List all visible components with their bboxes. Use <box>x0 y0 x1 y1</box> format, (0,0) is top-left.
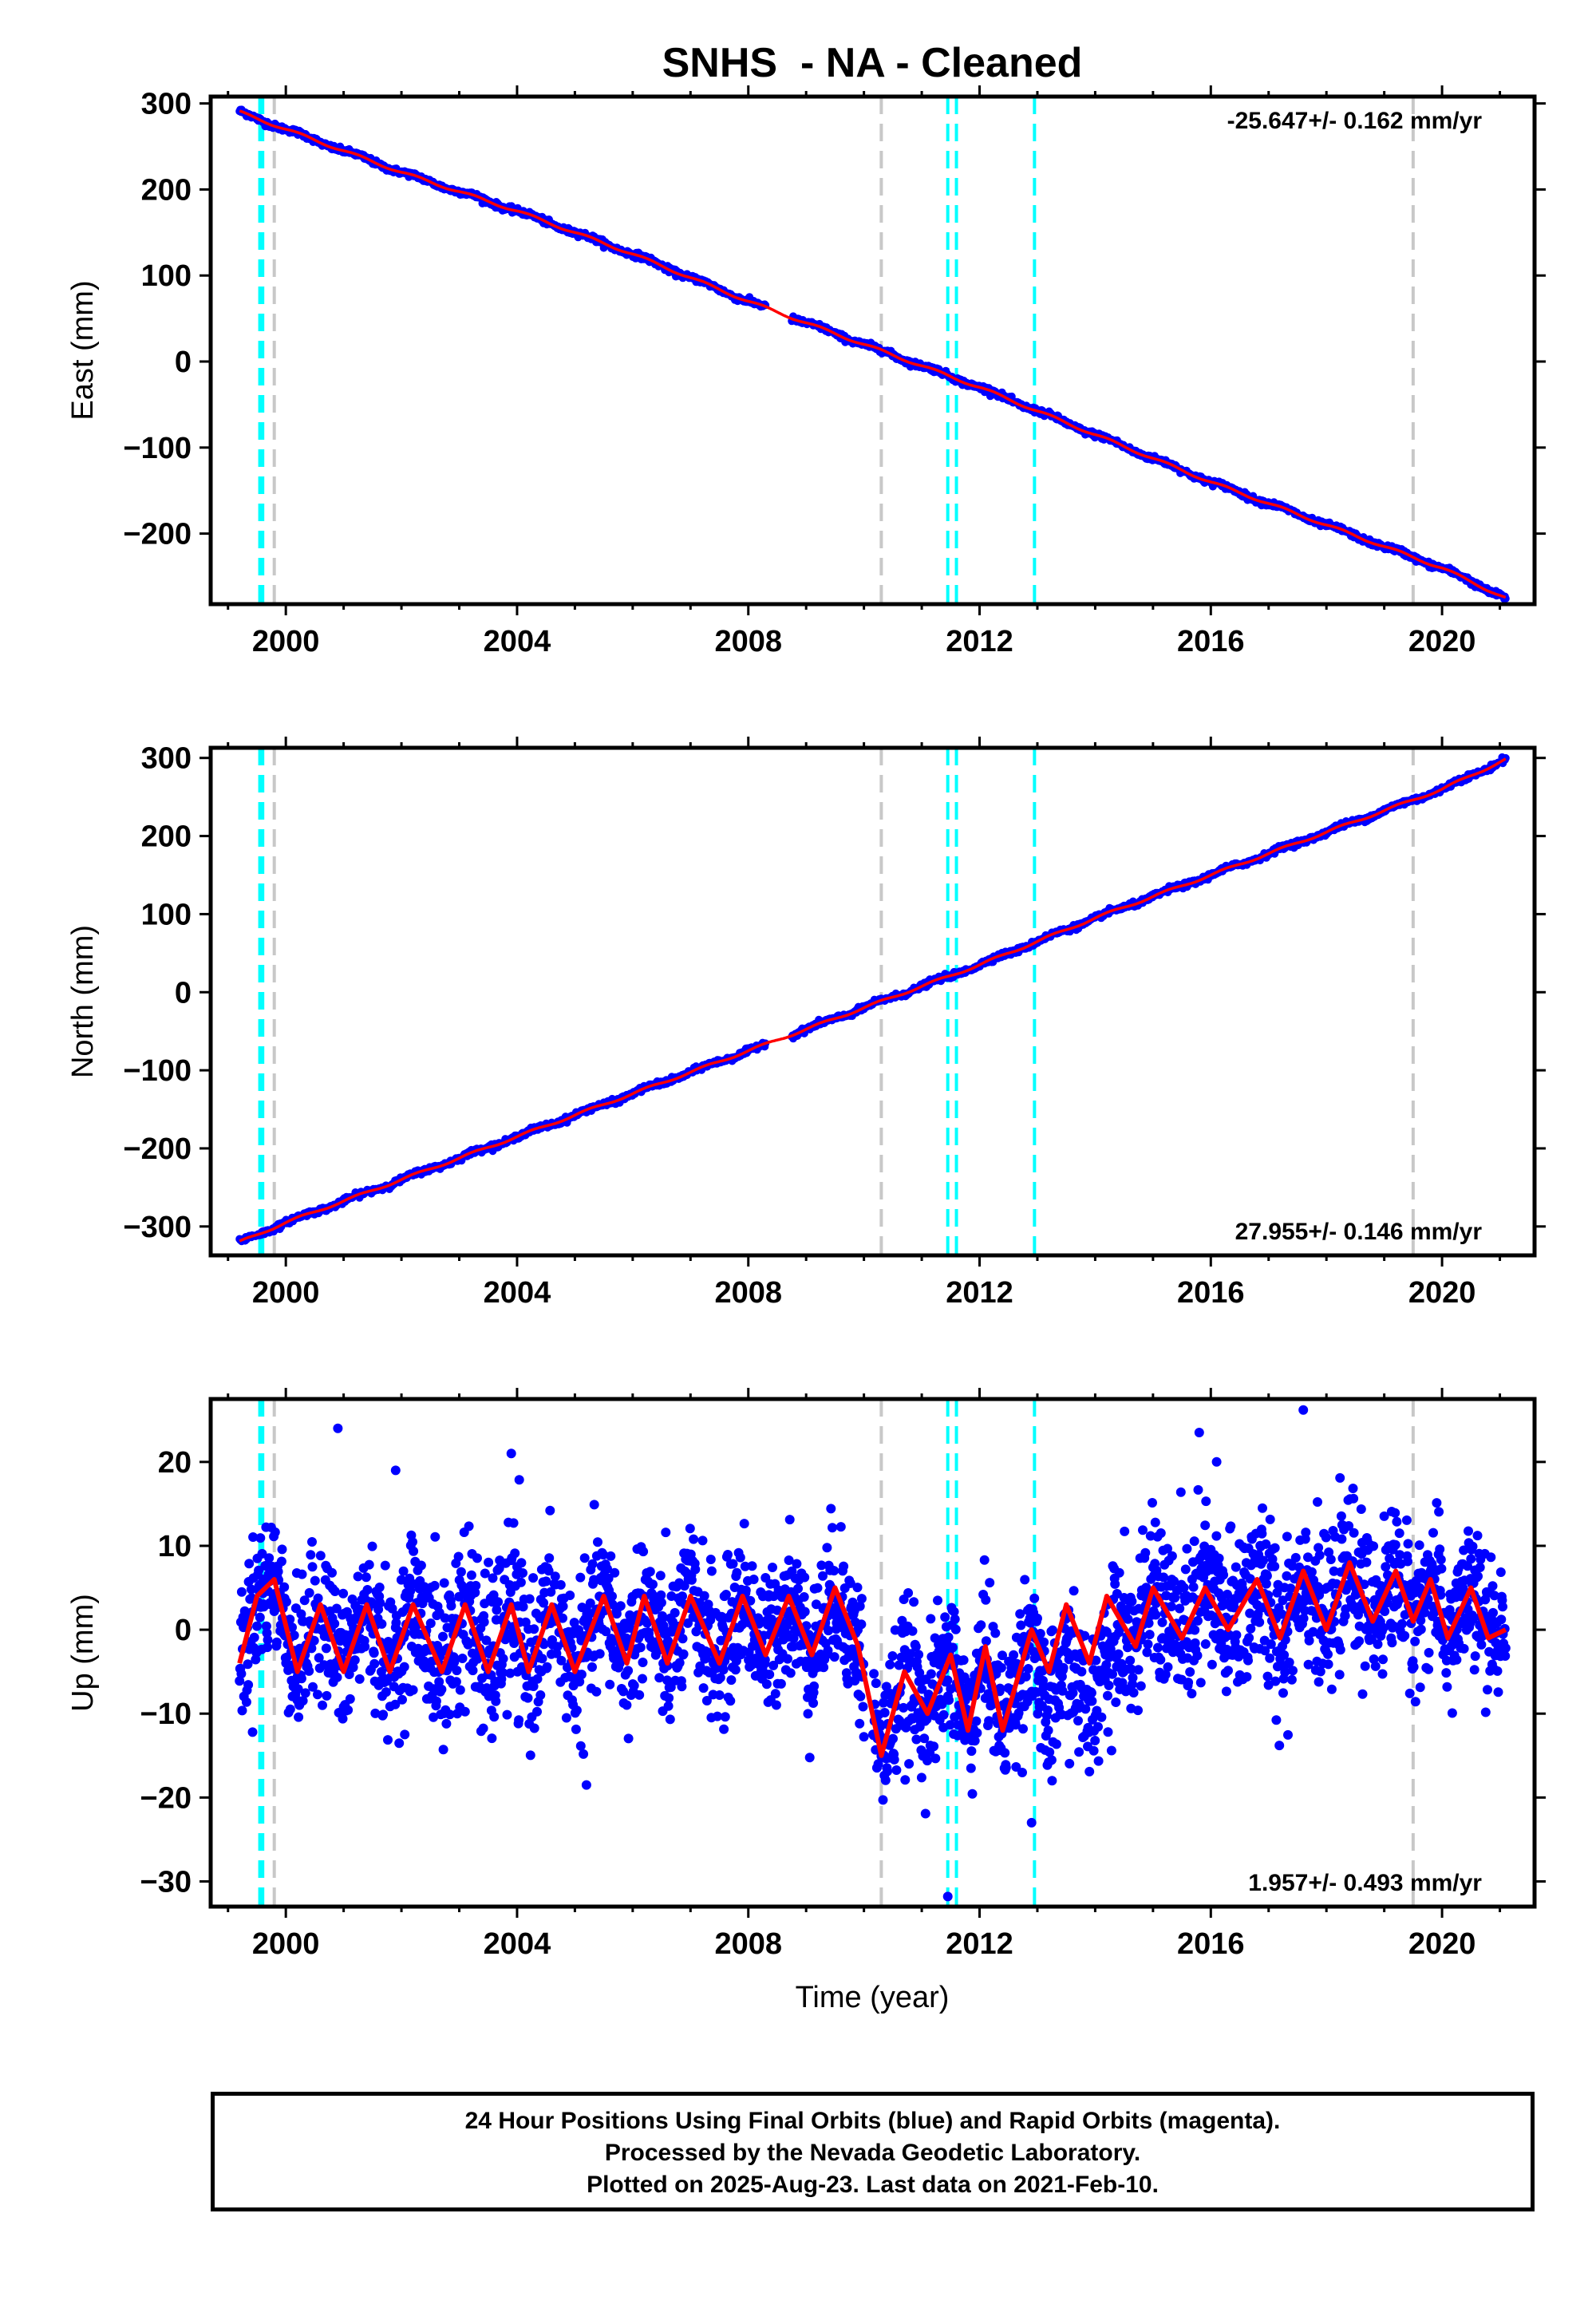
figure-title: SNHS - NA - Cleaned <box>662 40 1083 86</box>
x-tick-label: 2012 <box>946 625 1013 658</box>
east-plot-area <box>235 97 1510 604</box>
east-frame <box>208 94 1537 607</box>
position-points <box>235 1405 1511 1902</box>
footer-line-3: Plotted on 2025-Aug-23. Last data on 202… <box>587 2172 1159 2198</box>
x-axis-label: Time (year) <box>796 1981 950 2014</box>
x-tick-label: 2008 <box>714 625 782 658</box>
model-curve <box>239 757 1507 1243</box>
y-tick-label: −30 <box>140 1865 192 1899</box>
y-axis-label: North (mm) <box>66 925 100 1078</box>
y-tick-label: 20 <box>158 1446 192 1480</box>
x-tick-label: 2008 <box>714 1927 782 1961</box>
footer-line-2: Processed by the Nevada Geodetic Laborat… <box>604 2140 1141 2166</box>
y-tick-label: 0 <box>175 346 192 379</box>
up-plot-area <box>235 1399 1511 1907</box>
y-tick-label: 300 <box>141 88 192 121</box>
y-tick-label: 0 <box>175 976 192 1010</box>
processing-info-box: 24 Hour Positions Using Final Orbits (bl… <box>211 2092 1535 2211</box>
y-tick-label: −200 <box>123 518 192 551</box>
east-panel: 2000 2004 2008 2012 2016 2020 300 200 100 0 −100 −2… <box>66 85 1546 658</box>
x-tick-label: 2020 <box>1408 625 1476 658</box>
north-frame <box>208 745 1537 1258</box>
y-tick-label: −100 <box>123 432 192 465</box>
x-tick-label: 2012 <box>946 1927 1013 1961</box>
y-tick-label: −20 <box>140 1781 192 1815</box>
x-tick-label: 2020 <box>1408 1927 1476 1961</box>
y-tick-label: −10 <box>140 1697 192 1731</box>
rate-label: -25.647+/- 0.162 mm/yr <box>1227 108 1483 134</box>
x-tick-label: 2004 <box>484 625 551 658</box>
y-tick-label: 200 <box>141 820 192 854</box>
x-tick-label: 2016 <box>1177 1276 1245 1310</box>
y-tick-label: 100 <box>141 898 192 931</box>
y-tick-label: 200 <box>141 173 192 207</box>
y-tick-label: 10 <box>158 1530 192 1563</box>
y-tick-label: 0 <box>175 1614 192 1647</box>
y-tick-label: −100 <box>123 1054 192 1088</box>
x-tick-label: 2020 <box>1408 1276 1476 1310</box>
y-tick-label: −300 <box>123 1211 192 1244</box>
x-tick-label: 2008 <box>714 1276 782 1310</box>
x-tick-label: 2004 <box>484 1276 551 1310</box>
up-panel: 2000 2004 2008 2012 2016 202020100−10−20−30Up… <box>66 1388 1546 1961</box>
model-curve <box>237 1560 1507 1758</box>
y-axis-label: Up (mm) <box>66 1594 100 1712</box>
x-tick-label: 2004 <box>484 1927 551 1961</box>
x-tick-label: 2016 <box>1177 625 1245 658</box>
footer-line-1: 24 Hour Positions Using Final Orbits (bl… <box>464 2108 1281 2134</box>
x-tick-label: 2016 <box>1177 1927 1245 1961</box>
y-tick-label: −200 <box>123 1132 192 1166</box>
y-tick-label: 300 <box>141 742 192 776</box>
rate-label: 1.957+/- 0.493 mm/yr <box>1248 1870 1482 1896</box>
y-axis-label: East (mm) <box>66 280 100 420</box>
up-frame <box>208 1397 1537 1909</box>
north-panel: 2000 2004 2008 2012 2016 2020 300 200 100 0 −100 −2… <box>66 737 1546 1310</box>
model-curve <box>239 109 1507 599</box>
x-tick-label: 2000 <box>252 1927 320 1961</box>
x-tick-label: 2012 <box>946 1276 1013 1310</box>
rate-label: 27.955+/- 0.146 mm/yr <box>1235 1219 1483 1245</box>
y-tick-label: 100 <box>141 259 192 293</box>
x-tick-label: 2000 <box>252 1276 320 1310</box>
x-tick-label: 2000 <box>252 625 320 658</box>
north-plot-area <box>235 748 1510 1255</box>
